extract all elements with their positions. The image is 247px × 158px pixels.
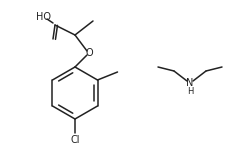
Text: O: O — [85, 48, 93, 58]
Text: HO: HO — [36, 12, 50, 22]
Text: Cl: Cl — [70, 135, 80, 145]
Text: N: N — [186, 78, 194, 88]
Text: H: H — [187, 88, 193, 97]
